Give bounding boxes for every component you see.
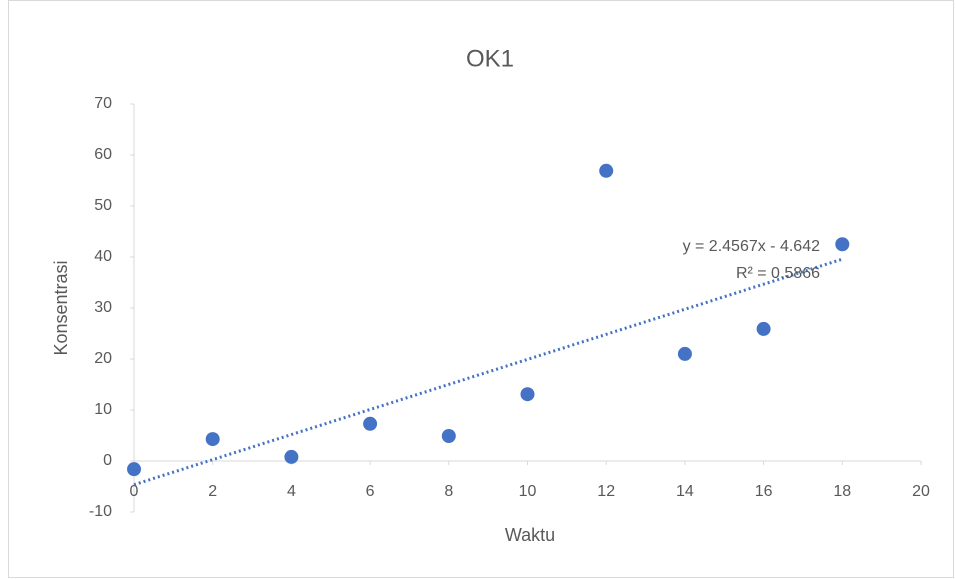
y-tick-label: 30 [94, 299, 112, 316]
point [284, 449, 299, 464]
x-tick-label: 12 [597, 483, 615, 500]
point [599, 163, 614, 178]
trendline [133, 257, 843, 487]
y-tick-label: 40 [94, 248, 112, 265]
x-tick-label: 4 [287, 483, 296, 500]
y-tick-label: 70 [94, 95, 112, 112]
trendline-equation: y = 2.4567x - 4.642 [683, 238, 821, 255]
y-tick-label: 50 [94, 197, 112, 214]
x-tick-label: 6 [366, 483, 375, 500]
y-tick-label: 20 [94, 350, 112, 367]
x-tick-label: 14 [676, 483, 694, 500]
point [756, 321, 771, 336]
x-axis-title: Waktu [505, 525, 555, 545]
point [363, 416, 378, 431]
x-tick-label: 16 [755, 483, 773, 500]
y-tick-label: 60 [94, 146, 112, 163]
point [127, 462, 141, 477]
chart-border [8, 0, 954, 578]
point [520, 387, 535, 402]
x-tick-label: 0 [130, 483, 139, 500]
x-tick-label: 10 [519, 483, 537, 500]
point [677, 346, 692, 361]
y-tick-label: 0 [103, 452, 112, 469]
y-tick-label: -10 [89, 503, 112, 520]
chart-title: OK1 [466, 45, 514, 72]
point [441, 429, 456, 444]
trendline-r-squared: R² = 0.5866 [736, 265, 820, 282]
x-tick-label: 18 [833, 483, 851, 500]
y-tick-label: 10 [94, 401, 112, 418]
x-tick-label: 2 [208, 483, 217, 500]
x-tick-label: 20 [912, 483, 930, 500]
x-tick-label: 8 [444, 483, 453, 500]
y-axis-title: Konsentrasi [51, 260, 71, 355]
point [835, 237, 850, 252]
point [205, 432, 220, 447]
